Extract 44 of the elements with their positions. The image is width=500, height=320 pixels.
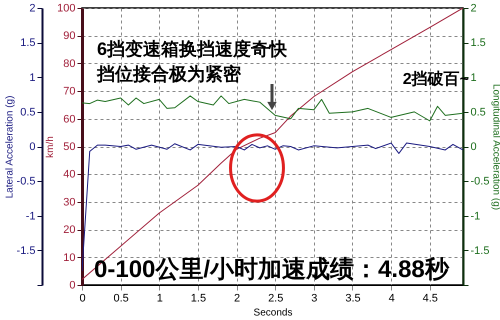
- line-series: [82, 95, 463, 122]
- y-tick-label: 0: [69, 280, 76, 292]
- y3-tick-label: 2: [29, 2, 36, 14]
- y-tick-label: 70: [63, 86, 76, 98]
- annotation: 0-100公里/小时加速成绩：4.88秒: [94, 256, 450, 283]
- y2-tick-label: 0.5: [470, 106, 486, 118]
- y-tick-label: 90: [63, 30, 76, 42]
- y2-tick-label: -1: [470, 210, 480, 222]
- y-tick-label: 60: [63, 113, 76, 126]
- y2-tick-label: 1.5: [470, 37, 486, 50]
- y3-tick-label: 0: [29, 141, 36, 153]
- y-axis-title: km/h: [45, 136, 56, 158]
- y2-tick-label: -0.5: [470, 176, 490, 188]
- y-tick-label: 80: [63, 58, 76, 70]
- y2-tick-label: -1.5: [470, 244, 490, 257]
- x-tick-label: 4: [388, 292, 395, 304]
- x-tick-label: 0.5: [113, 292, 129, 304]
- y-tick-label: 10: [63, 252, 76, 264]
- x-tick-label: 4.5: [422, 292, 438, 304]
- y3-tick-label: -0.5: [16, 176, 36, 188]
- x-tick-label: 1.5: [190, 292, 206, 304]
- y-tick-label: 30: [63, 196, 76, 208]
- y3-tick-label: -1: [26, 210, 36, 222]
- y-tick-label: 40: [63, 168, 76, 181]
- annotation: 挡位接合极为紧密: [96, 64, 242, 84]
- y-tick-label: 50: [63, 141, 76, 153]
- annotation: 6挡变速箱换挡速度奇快: [97, 39, 288, 59]
- y3-axis-title: Lateral Acceleration (g): [4, 96, 16, 198]
- y2-tick-label: 0: [470, 141, 477, 153]
- x-tick-label: 0: [79, 292, 86, 304]
- x-tick-label: 3: [311, 292, 318, 304]
- x-tick-label: 2.5: [268, 292, 284, 304]
- x-tick-label: 1: [156, 292, 163, 304]
- y2-tick-label: 1: [470, 72, 477, 84]
- x-tick-label: 3.5: [345, 292, 361, 304]
- x-tick-label: 2: [234, 292, 240, 304]
- y-tick-label: 100: [57, 2, 76, 14]
- y3-tick-label: 1: [29, 72, 36, 84]
- y2-tick-label: 2: [470, 2, 477, 14]
- x-axis-title: Seconds: [254, 308, 292, 318]
- y3-tick-label: 0.5: [20, 106, 36, 118]
- y3-tick-label: 1.5: [20, 37, 36, 50]
- y-tick-label: 20: [63, 224, 76, 236]
- y3-tick-label: -1.5: [16, 244, 36, 257]
